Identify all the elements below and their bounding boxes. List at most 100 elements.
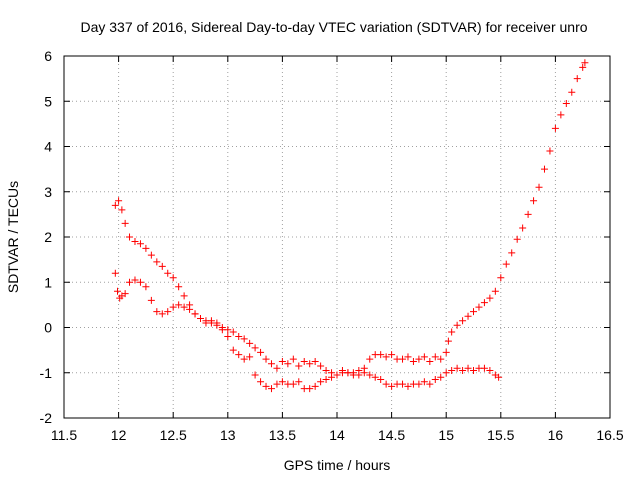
data-point [300,357,308,365]
data-point [448,328,456,336]
data-point [186,305,194,313]
data-point [475,303,483,311]
data-point [191,310,199,318]
data-point [295,378,303,386]
data-point [497,274,505,282]
data-point [224,333,232,341]
data-point [377,376,385,384]
data-point [136,278,144,286]
y-tick-label: 5 [44,93,52,109]
data-point [289,380,297,388]
data-point [426,380,434,388]
data-point [284,360,292,368]
data-point [229,346,237,354]
data-point [444,337,452,345]
data-point [480,299,488,307]
data-point [322,376,330,384]
data-point [121,290,129,298]
data-point [442,369,450,377]
data-point [519,224,527,232]
data-point [535,183,543,191]
data-point [306,360,314,368]
data-point [530,197,538,205]
data-point [147,251,155,259]
x-tick-label: 12.5 [160,427,187,443]
data-point [377,351,385,359]
data-point [136,240,144,248]
data-points [111,59,589,393]
data-point [562,100,570,108]
data-point [470,308,477,316]
data-point [164,308,172,316]
x-tick-label: 13.5 [269,427,296,443]
data-point [388,351,396,359]
data-point [158,262,166,270]
data-point [311,357,319,365]
data-point [240,355,248,363]
y-axis-label: SDTVAR / TECUs [5,181,21,293]
data-point [235,333,243,341]
data-point [388,382,396,390]
data-point [267,385,275,393]
data-point [164,269,172,277]
data-point [169,303,177,311]
data-point [426,357,434,365]
data-point [114,287,122,295]
data-point [115,197,123,205]
y-tick-label: -2 [40,410,53,426]
data-point [147,296,155,304]
data-point [568,88,576,96]
x-tick-label: 14 [329,427,345,443]
data-point [289,355,297,363]
data-point [257,378,265,386]
data-point [118,206,126,214]
data-point [404,382,412,390]
data-point [153,258,161,266]
data-point [213,319,221,327]
data-point [338,366,346,374]
data-point [437,355,445,363]
data-point [251,344,259,352]
data-point [371,373,379,381]
data-point [158,310,166,318]
series-track-b [111,269,503,393]
data-point [169,274,177,282]
data-point [262,382,270,390]
x-tick-label: 11.5 [51,427,77,443]
data-point [513,235,521,243]
data-point [126,278,134,286]
x-tick-label: 16 [548,427,564,443]
data-point [480,364,488,372]
x-tick-label: 14.5 [378,427,405,443]
data-point [459,366,467,374]
data-point [420,353,428,361]
data-point [153,308,161,316]
y-tick-label: 1 [44,274,52,290]
chart-title: Day 337 of 2016, Sidereal Day-to-day VTE… [80,19,587,35]
data-point [322,366,330,374]
data-point [251,371,259,379]
x-axis-label: GPS time / hours [284,457,391,473]
data-point [442,348,450,356]
data-point [573,75,581,83]
data-point [360,369,368,377]
data-point [355,371,363,379]
data-point [175,301,183,309]
data-point [382,380,390,388]
data-point [218,326,226,334]
data-point [142,244,150,252]
data-point [111,269,119,277]
data-point [278,357,286,365]
y-tick-label: 0 [44,320,52,336]
x-tick-labels: 11.5 12 12.5 13 13.5 14 14.5 15 15.5 16 16.5 [51,427,624,443]
data-point [142,283,150,291]
data-point [557,111,565,119]
data-point [229,328,237,336]
data-point [246,339,254,347]
data-point [366,371,374,379]
data-point [344,369,352,377]
data-point [431,376,439,384]
y-tick-label: 4 [44,139,52,155]
data-point [437,373,445,381]
